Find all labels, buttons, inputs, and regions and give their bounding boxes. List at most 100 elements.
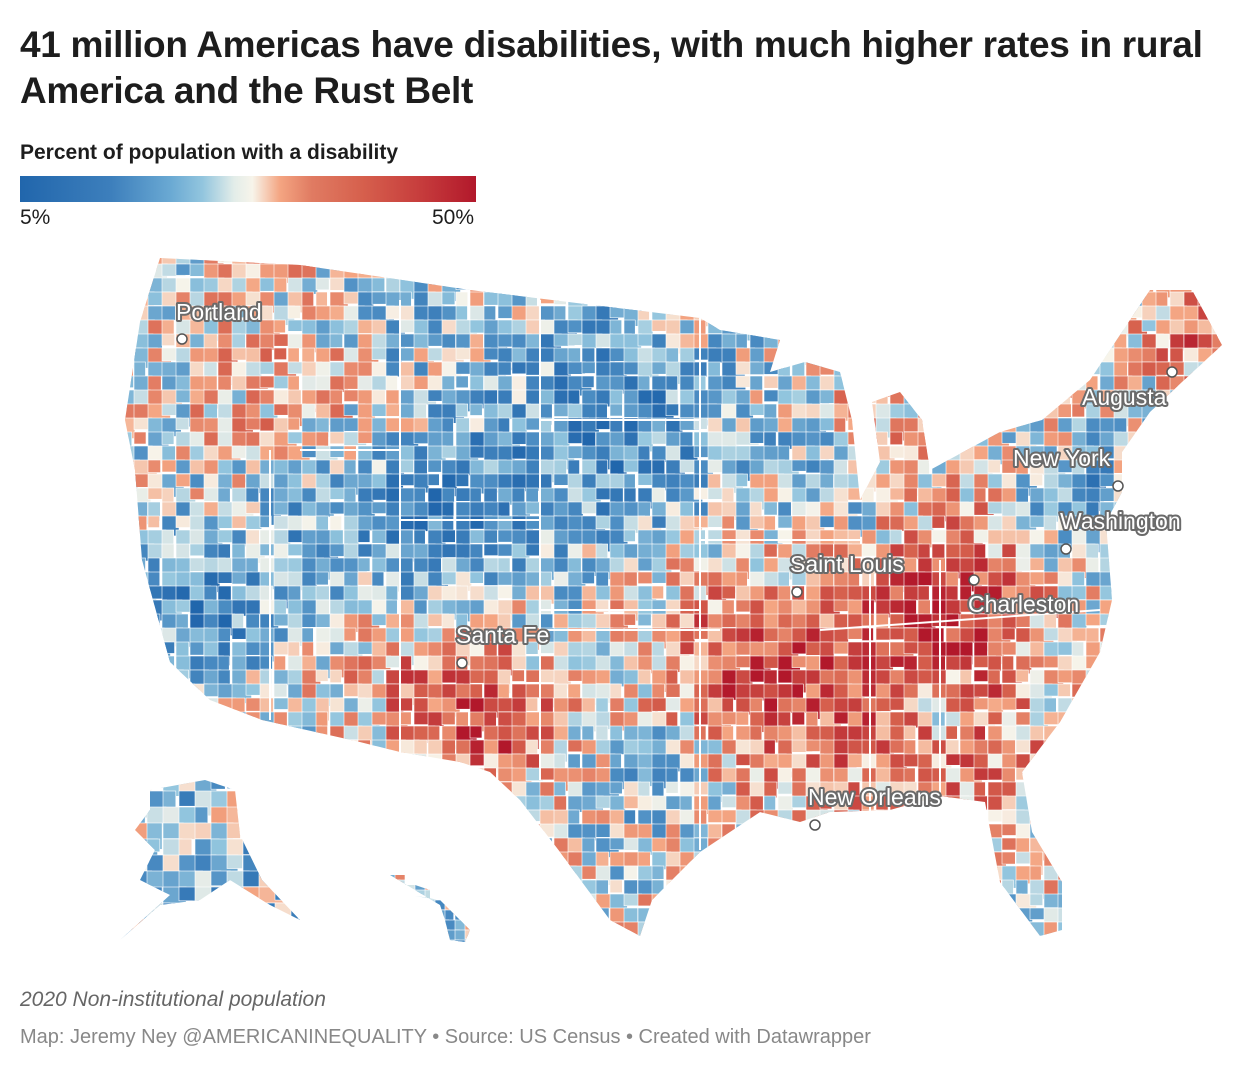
county-cell (1197, 753, 1220, 769)
county-cell (146, 918, 171, 938)
county-cell (301, 781, 321, 795)
county-cell (721, 599, 735, 615)
county-cell (889, 865, 907, 890)
county-cell (455, 473, 469, 487)
county-cell (791, 711, 805, 726)
county-cell (315, 795, 331, 820)
county-cell (1127, 739, 1152, 755)
county-cell (1211, 571, 1222, 590)
county-cell (763, 837, 783, 858)
county-cell (1057, 361, 1075, 382)
county-cell (1071, 725, 1085, 738)
county-cell (1113, 809, 1138, 831)
county-cell (973, 921, 992, 936)
county-cell (595, 795, 613, 809)
county-cell (903, 291, 923, 313)
county-cell (1141, 571, 1156, 593)
county-cell (1197, 837, 1211, 856)
county-cell (525, 333, 541, 350)
county-cell (210, 918, 235, 938)
county-cell (791, 907, 811, 926)
county-cell (1113, 277, 1129, 291)
county-cell (1169, 879, 1192, 897)
county-cell (1141, 795, 1162, 811)
county-cell (1127, 571, 1141, 593)
county-cell (945, 753, 961, 766)
county-cell (763, 697, 778, 713)
county-cell (917, 543, 931, 561)
county-cell (777, 921, 802, 936)
county-cell (1099, 585, 1119, 601)
county-cell (791, 258, 815, 273)
county-cell (553, 291, 567, 305)
county-cell (161, 725, 175, 741)
county-cell (861, 487, 875, 505)
county-cell (469, 935, 490, 936)
county-cell (665, 907, 688, 920)
county-cell (1197, 375, 1216, 392)
county-cell (1169, 711, 1190, 732)
county-cell (424, 929, 439, 942)
county-cell (903, 907, 921, 922)
county-cell (1169, 697, 1189, 722)
county-cell (130, 886, 155, 913)
county-cell (707, 879, 730, 898)
county-cell (161, 935, 186, 936)
county-cell (301, 739, 317, 756)
county-cell (819, 258, 835, 271)
county-cell (721, 305, 741, 323)
county-cell (1113, 893, 1127, 907)
county-cell (1197, 585, 1214, 606)
county-cell (1113, 879, 1127, 896)
county-cell (917, 347, 935, 365)
county-cell (497, 865, 514, 881)
county-cell (469, 837, 489, 856)
county-cell (371, 865, 395, 887)
county-cell (917, 851, 931, 873)
county-cell (959, 319, 975, 342)
county-cell (273, 725, 292, 742)
county-cell (242, 822, 261, 843)
city-label: New Orleans (808, 784, 941, 810)
county-cell (1197, 767, 1213, 791)
legend-min-label: 5% (20, 206, 51, 229)
county-cell (1057, 403, 1072, 418)
county-cell (749, 851, 770, 873)
county-cell (945, 907, 959, 932)
county-cell (1155, 613, 1178, 633)
city-marker (176, 333, 188, 345)
county-cell (1099, 935, 1114, 936)
county-cell (581, 291, 606, 305)
county-cell (357, 921, 377, 936)
county-cell (287, 305, 301, 319)
county-cell (133, 795, 152, 809)
county-cell (1197, 879, 1216, 893)
county-cell (161, 683, 180, 708)
county-cell (525, 907, 549, 925)
county-cell (371, 697, 389, 714)
county-cell (903, 277, 919, 297)
county-cell (693, 277, 710, 298)
county-cell (1169, 809, 1192, 828)
county-cell (189, 739, 203, 756)
county-cell (390, 909, 399, 926)
county-cell (1099, 865, 1119, 880)
county-cell (385, 893, 401, 915)
county-cell (385, 935, 402, 936)
county-cell (903, 347, 917, 371)
county-cell (1071, 627, 1089, 642)
county-cell (259, 767, 281, 783)
county-cell (1197, 823, 1215, 846)
county-cell (1015, 375, 1029, 390)
county-cell (357, 753, 378, 768)
county-cell (735, 291, 752, 316)
county-cell (125, 921, 142, 936)
county-cell (231, 333, 246, 349)
county-cell (847, 389, 861, 408)
county-cell (1127, 613, 1140, 630)
county-cell (259, 258, 277, 266)
county-cell (290, 822, 300, 840)
county-cell (497, 697, 513, 713)
county-cell (721, 258, 737, 265)
county-cell (130, 780, 152, 802)
